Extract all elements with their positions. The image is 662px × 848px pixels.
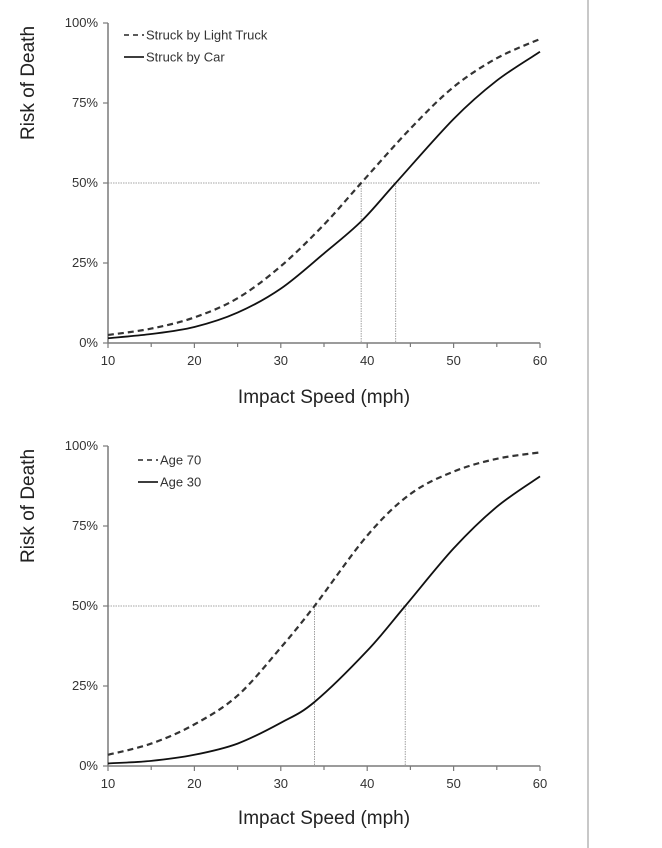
legend-label: Struck by Car — [146, 50, 225, 65]
chart-panel-2: 0% 25% 50% 75% 100% 10 20 30 40 50 60 Impact Speed … — [18, 438, 547, 829]
x-tick-label: 50 — [446, 353, 460, 368]
x-tick-label: 60 — [533, 353, 547, 368]
y-tick-label: 25% — [72, 255, 98, 270]
series-line-age-30 — [107, 475, 541, 765]
right-border-divider — [587, 0, 589, 848]
y-tick-label: 0% — [79, 335, 98, 350]
x-tick-label: 50 — [446, 776, 460, 791]
y-tick-label: 75% — [72, 518, 98, 533]
legend-label: Age 70 — [160, 453, 201, 468]
legend-label: Struck by Light Truck — [146, 28, 268, 43]
x-tick-label: 20 — [187, 776, 201, 791]
x-tick-label: 30 — [274, 776, 288, 791]
y-axis-title: Risk of Death — [18, 449, 39, 563]
series-line-struck-by-light-truck — [107, 37, 541, 337]
x-tick-label: 10 — [101, 776, 115, 791]
y-tick-label: 25% — [72, 678, 98, 693]
x-tick-label: 60 — [533, 776, 547, 791]
legend-label: Age 30 — [160, 475, 201, 490]
chart-panel-1: 0% 25% 50% 75% 100% 10 20 30 40 50 60 Impact Speed … — [18, 15, 547, 408]
y-tick-label: 100% — [65, 438, 99, 453]
x-axis-title: Impact Speed (mph) — [238, 808, 410, 829]
y-tick-label: 50% — [72, 598, 98, 613]
x-tick-label: 40 — [360, 353, 374, 368]
x-axis-title: Impact Speed (mph) — [238, 387, 410, 408]
x-tick-label: 40 — [360, 776, 374, 791]
y-tick-label: 0% — [79, 758, 98, 773]
y-tick-label: 50% — [72, 175, 98, 190]
y-tick-label: 100% — [65, 15, 99, 30]
x-tick-label: 10 — [101, 353, 115, 368]
x-tick-label: 20 — [187, 353, 201, 368]
series-line-struck-by-car — [107, 51, 541, 340]
y-axis-title: Risk of Death — [18, 26, 39, 140]
x-tick-label: 30 — [274, 353, 288, 368]
series-line-age-70 — [107, 451, 541, 756]
y-tick-label: 75% — [72, 95, 98, 110]
